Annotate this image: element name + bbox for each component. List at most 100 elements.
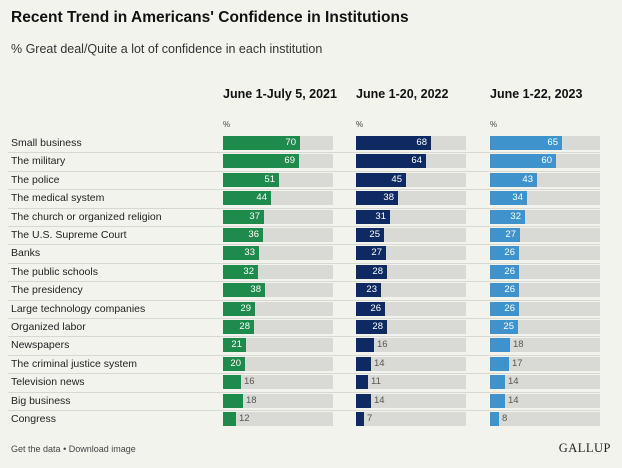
- bar: [223, 320, 254, 334]
- bar: [223, 412, 236, 426]
- bar-track: 11: [356, 375, 466, 389]
- bar: [356, 154, 426, 168]
- bar: [223, 283, 265, 297]
- bar: [490, 338, 510, 352]
- bar-track: 44: [223, 191, 333, 205]
- bar: [223, 210, 264, 224]
- bar-value-label: 25: [369, 229, 380, 240]
- bar: [490, 375, 505, 389]
- bar-track: 14: [490, 394, 600, 408]
- unit-label-2022: %: [356, 120, 364, 129]
- bar: [223, 375, 241, 389]
- bar-track: 26: [356, 302, 466, 316]
- bar-value-label: 14: [374, 358, 385, 369]
- bar: [223, 191, 271, 205]
- category-label: The presidency: [11, 284, 83, 296]
- bar: [356, 375, 368, 389]
- bar: [356, 210, 390, 224]
- bar: [490, 283, 519, 297]
- bar-track: 28: [356, 320, 466, 334]
- bar-value-label: 33: [244, 247, 255, 258]
- chart-title: Recent Trend in Americans' Confidence in…: [11, 9, 409, 26]
- bar-track: 27: [490, 228, 600, 242]
- bar: [223, 173, 279, 187]
- bar-value-label: 45: [391, 174, 402, 185]
- bar-track: 7: [356, 412, 466, 426]
- bar-value-label: 23: [366, 284, 377, 295]
- bar-value-label: 16: [377, 339, 388, 350]
- row-divider: [8, 263, 600, 264]
- category-label: Banks: [11, 247, 41, 259]
- download-image-link[interactable]: Download image: [68, 444, 136, 454]
- get-data-link[interactable]: Get the data: [11, 444, 61, 454]
- bar: [223, 228, 263, 242]
- category-label: The church or organized religion: [11, 211, 162, 223]
- row-divider: [8, 318, 600, 319]
- bar: [490, 191, 527, 205]
- bar: [490, 394, 505, 408]
- bar-track: 18: [223, 394, 333, 408]
- bar-value-label: 36: [248, 229, 259, 240]
- bar-track: 37: [223, 210, 333, 224]
- bar-track: 18: [490, 338, 600, 352]
- bar: [223, 136, 300, 150]
- bar-value-label: 20: [230, 358, 241, 369]
- bar: [490, 265, 519, 279]
- bar-value-label: 37: [249, 211, 260, 222]
- bar: [223, 265, 258, 279]
- row-divider: [8, 300, 600, 301]
- row-divider: [8, 392, 600, 393]
- bar-value-label: 38: [250, 284, 261, 295]
- bar: [356, 412, 364, 426]
- bar-track: 29: [223, 302, 333, 316]
- bar-value-label: 12: [239, 413, 250, 424]
- bar-value-label: 26: [504, 284, 515, 295]
- bar: [490, 320, 518, 334]
- bar-value-label: 34: [512, 192, 523, 203]
- category-label: The U.S. Supreme Court: [11, 229, 127, 241]
- bar: [356, 338, 374, 352]
- bar-value-label: 25: [503, 321, 514, 332]
- bar-value-label: 29: [240, 303, 251, 314]
- bar-value-label: 43: [522, 174, 533, 185]
- category-label: Organized labor: [11, 321, 86, 333]
- bar-value-label: 60: [541, 155, 552, 166]
- bar-value-label: 8: [502, 413, 508, 424]
- bar: [356, 283, 381, 297]
- bar-track: 68: [356, 136, 466, 150]
- bar-value-label: 14: [508, 395, 519, 406]
- bar: [223, 338, 246, 352]
- chart-subtitle: % Great deal/Quite a lot of confidence i…: [11, 42, 323, 56]
- bar-value-label: 32: [510, 211, 521, 222]
- bar-value-label: 64: [411, 155, 422, 166]
- category-label: Large technology companies: [11, 303, 146, 315]
- bar-track: 32: [490, 210, 600, 224]
- bar: [490, 154, 556, 168]
- bar-value-label: 69: [284, 155, 295, 166]
- row-divider: [8, 226, 600, 227]
- bar: [223, 394, 243, 408]
- bar-value-label: 38: [383, 192, 394, 203]
- bar-track: 25: [490, 320, 600, 334]
- row-divider: [8, 373, 600, 374]
- bar-value-label: 17: [512, 358, 523, 369]
- bar: [223, 357, 245, 371]
- bar-value-label: 28: [372, 266, 383, 277]
- row-divider: [8, 208, 600, 209]
- bar: [490, 302, 519, 316]
- bar-track: 23: [356, 283, 466, 297]
- unit-label-2021: %: [223, 120, 231, 129]
- footer-separator: •: [63, 444, 67, 454]
- bar: [223, 246, 259, 260]
- row-divider: [8, 189, 600, 190]
- category-label: Congress: [11, 413, 56, 425]
- row-divider: [8, 281, 600, 282]
- bar: [356, 246, 386, 260]
- category-label: Small business: [11, 137, 82, 149]
- bar-value-label: 26: [504, 266, 515, 277]
- bar: [490, 412, 499, 426]
- category-label: The criminal justice system: [11, 358, 138, 370]
- category-label: Television news: [11, 376, 85, 388]
- bar: [356, 320, 387, 334]
- bar-value-label: 26: [504, 303, 515, 314]
